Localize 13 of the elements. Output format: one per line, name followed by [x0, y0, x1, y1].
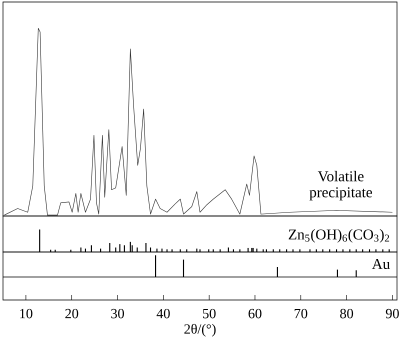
series-label: Volatile precipitate: [309, 170, 372, 200]
x-tick-label: 40: [156, 308, 170, 318]
series-label: Au: [372, 258, 390, 270]
x-tick-label: 60: [248, 308, 262, 318]
x-tick-label: 10: [20, 308, 32, 318]
x-axis-title: 2θ/(°): [184, 324, 216, 337]
x-tick-label: 90: [386, 308, 399, 318]
x-tick-label: 30: [111, 308, 124, 318]
x-tick-label: 50: [202, 308, 216, 318]
series-label: Zn$_{5}$(OH)$_{6}$(CO$_{3}$)$_{2}$: [288, 229, 390, 243]
x-tick-label: 70: [294, 308, 308, 318]
x-tick-label: 20: [65, 308, 78, 318]
x-tick-label: 80: [340, 308, 354, 318]
